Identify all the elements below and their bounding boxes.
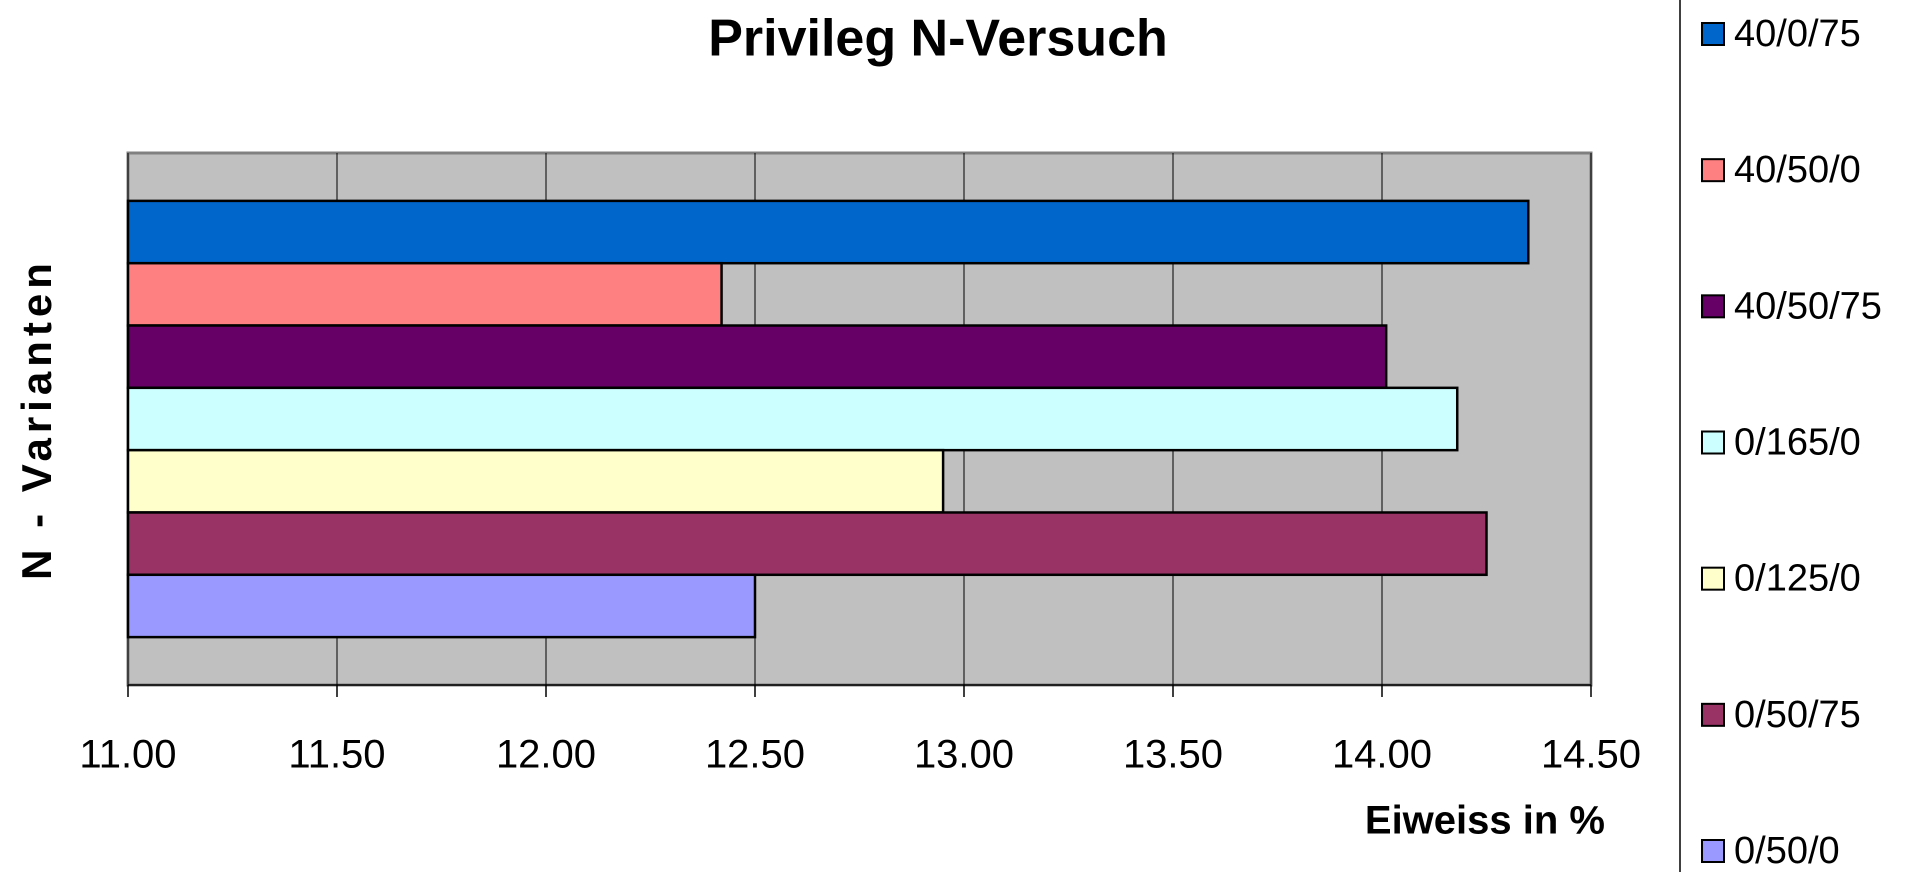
x-axis-title: Eiweiss in % <box>1365 799 1605 843</box>
legend-label: 0/50/0 <box>1734 830 1840 872</box>
bar <box>126 511 1488 577</box>
x-tick-label: 11.50 <box>288 733 385 777</box>
x-tick-label: 12.50 <box>705 733 805 777</box>
legend-label: 40/50/0 <box>1734 149 1861 191</box>
x-tick-label: 13.00 <box>914 733 1014 777</box>
legend-label: 40/0/75 <box>1734 13 1861 55</box>
legend-swatch <box>1701 702 1725 727</box>
legend-swatch <box>1701 294 1725 319</box>
legend-label: 40/50/75 <box>1734 285 1882 327</box>
bar <box>126 448 945 514</box>
bar <box>126 199 1530 265</box>
x-tick-label: 14.50 <box>1541 733 1641 777</box>
bar <box>126 386 1459 452</box>
x-tick-label: 14.00 <box>1332 733 1432 777</box>
legend-swatch <box>1701 566 1725 591</box>
legend-label: 0/50/75 <box>1734 694 1861 736</box>
legend-swatch <box>1701 22 1725 46</box>
legend-swatch <box>1701 430 1725 455</box>
x-tick-label: 12.00 <box>496 733 596 777</box>
legend-label: 0/165/0 <box>1734 422 1861 464</box>
x-tick-label: 11.00 <box>79 733 176 777</box>
legend-label: 0/125/0 <box>1734 558 1861 600</box>
legend-swatch <box>1701 839 1725 863</box>
x-tick-label: 13.50 <box>1123 733 1223 777</box>
bar <box>126 261 723 327</box>
bar <box>126 573 757 639</box>
bar <box>126 324 1388 390</box>
y-axis-title: N - Varianten <box>13 258 60 580</box>
legend-swatch <box>1701 158 1725 183</box>
chart-title: Privileg N-Versuch <box>708 10 1168 68</box>
